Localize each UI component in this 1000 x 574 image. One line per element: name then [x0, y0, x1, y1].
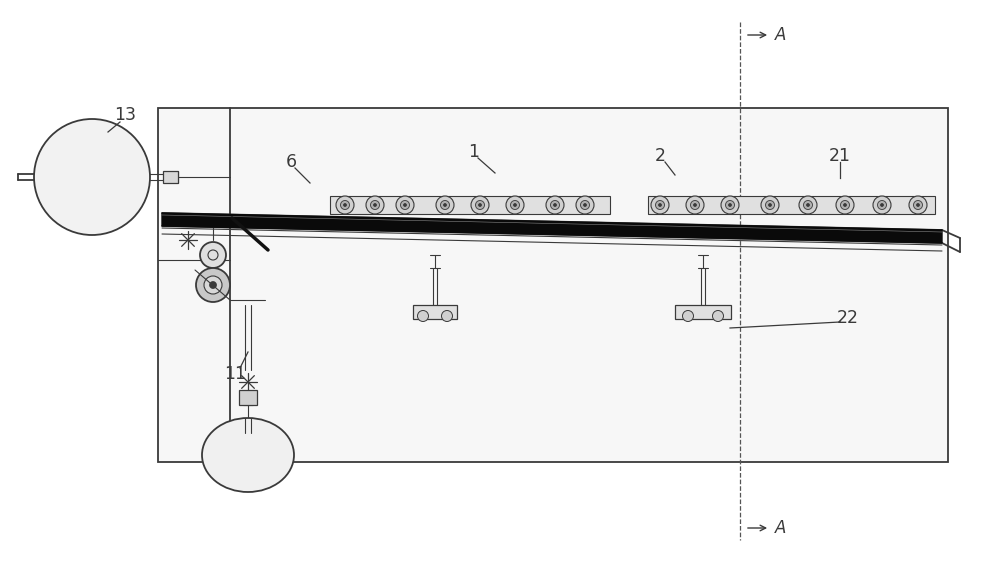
Text: 6: 6 — [285, 153, 297, 171]
Text: A: A — [775, 519, 786, 537]
Circle shape — [881, 204, 884, 207]
Circle shape — [400, 200, 410, 210]
Circle shape — [658, 204, 662, 207]
Circle shape — [204, 276, 222, 294]
Circle shape — [766, 200, 774, 210]
Bar — [675, 305, 731, 319]
Circle shape — [34, 119, 150, 235]
Circle shape — [196, 268, 230, 302]
Circle shape — [374, 204, 376, 207]
Text: 13: 13 — [114, 106, 136, 124]
Circle shape — [584, 204, 586, 207]
Polygon shape — [162, 213, 942, 243]
Circle shape — [768, 204, 772, 207]
Circle shape — [721, 196, 739, 214]
Ellipse shape — [202, 418, 294, 492]
Text: 11: 11 — [224, 365, 246, 383]
Circle shape — [761, 196, 779, 214]
Circle shape — [728, 204, 732, 207]
Circle shape — [344, 204, 347, 207]
Circle shape — [726, 200, 734, 210]
Circle shape — [554, 204, 556, 207]
Circle shape — [471, 196, 489, 214]
Circle shape — [440, 200, 450, 210]
Circle shape — [514, 204, 516, 207]
Circle shape — [806, 204, 810, 207]
Circle shape — [690, 200, 700, 210]
Text: 21: 21 — [829, 147, 851, 165]
Circle shape — [656, 200, 664, 210]
Bar — [239, 390, 257, 405]
Circle shape — [909, 196, 927, 214]
Text: 2: 2 — [654, 147, 666, 165]
Bar — [158, 108, 948, 462]
Circle shape — [200, 242, 226, 268]
Text: A: A — [775, 26, 786, 44]
Circle shape — [651, 196, 669, 214]
Circle shape — [799, 196, 817, 214]
Circle shape — [878, 200, 887, 210]
Circle shape — [479, 204, 482, 207]
Circle shape — [418, 311, 428, 321]
Circle shape — [580, 200, 590, 210]
Circle shape — [336, 196, 354, 214]
Circle shape — [370, 200, 380, 210]
Circle shape — [444, 204, 446, 207]
Circle shape — [210, 281, 216, 289]
Text: 22: 22 — [837, 309, 859, 327]
Bar — [163, 171, 178, 183]
Circle shape — [576, 196, 594, 214]
Circle shape — [404, 204, 406, 207]
Circle shape — [844, 204, 846, 207]
Circle shape — [916, 204, 920, 207]
Text: 1: 1 — [468, 143, 480, 161]
Bar — [330, 196, 610, 214]
Circle shape — [442, 311, 452, 321]
Circle shape — [694, 204, 696, 207]
Circle shape — [550, 200, 560, 210]
Bar — [413, 305, 457, 319]
Circle shape — [396, 196, 414, 214]
Circle shape — [682, 311, 694, 321]
Circle shape — [546, 196, 564, 214]
Circle shape — [836, 196, 854, 214]
Circle shape — [914, 200, 922, 210]
Bar — [648, 196, 935, 214]
Circle shape — [506, 196, 524, 214]
Circle shape — [340, 200, 350, 210]
Circle shape — [476, 200, 484, 210]
Circle shape — [712, 311, 724, 321]
Circle shape — [873, 196, 891, 214]
Circle shape — [366, 196, 384, 214]
Circle shape — [840, 200, 850, 210]
Circle shape — [804, 200, 812, 210]
Circle shape — [436, 196, 454, 214]
Circle shape — [686, 196, 704, 214]
Circle shape — [511, 200, 520, 210]
